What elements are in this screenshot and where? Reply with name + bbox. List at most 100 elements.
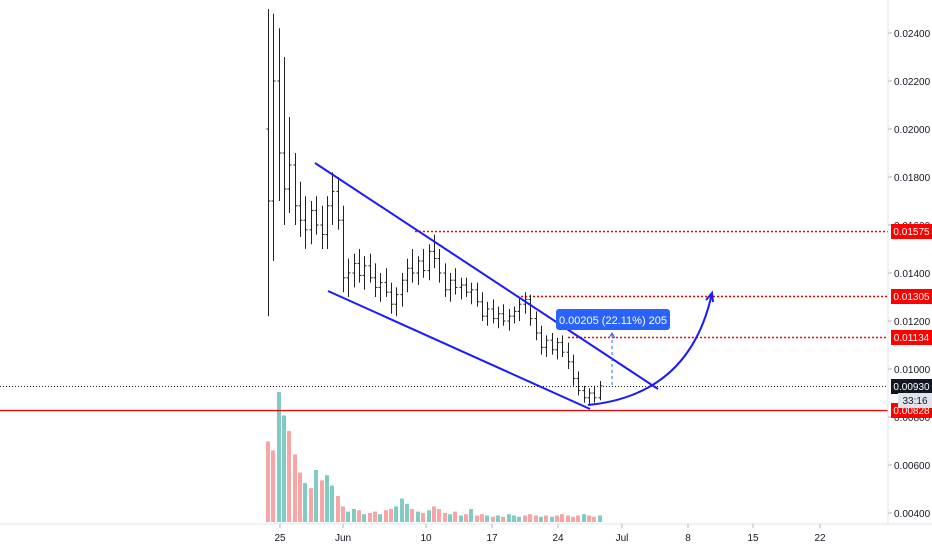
volume-bar bbox=[517, 516, 521, 522]
volume-bar bbox=[266, 441, 270, 522]
measure-label-box bbox=[556, 309, 670, 330]
forecast-arc[interactable] bbox=[587, 292, 713, 406]
channel-upper-line[interactable] bbox=[314, 162, 659, 390]
candle bbox=[555, 337, 560, 360]
volume-bar bbox=[539, 516, 543, 522]
candle bbox=[496, 306, 501, 329]
candle bbox=[485, 301, 490, 326]
candle bbox=[491, 299, 496, 324]
volume-bar bbox=[560, 514, 564, 522]
candle bbox=[421, 249, 426, 278]
time-tick-label: 24 bbox=[552, 533, 564, 544]
candle bbox=[437, 249, 442, 283]
drawings bbox=[314, 162, 714, 410]
volume-bar bbox=[566, 515, 570, 522]
candle bbox=[571, 354, 576, 386]
volume-bar bbox=[496, 515, 500, 522]
volume-bar bbox=[298, 472, 302, 522]
volume-bar bbox=[368, 512, 372, 522]
candle bbox=[544, 335, 549, 357]
candle bbox=[271, 13, 276, 261]
candle bbox=[576, 371, 581, 396]
price-label-text: 0.00828 bbox=[893, 406, 930, 417]
candle bbox=[410, 249, 415, 283]
candle bbox=[405, 258, 410, 293]
volume-bar bbox=[582, 514, 586, 522]
volume-bar bbox=[282, 415, 286, 522]
candle bbox=[293, 153, 298, 225]
volume-bar bbox=[469, 509, 473, 522]
candle bbox=[416, 256, 421, 285]
volume-bar bbox=[459, 515, 463, 522]
volume-bar bbox=[287, 431, 291, 522]
time-tick-label: Jun bbox=[335, 533, 351, 544]
candle bbox=[550, 333, 555, 355]
volume-bar bbox=[320, 480, 324, 522]
candle bbox=[566, 342, 571, 369]
measure-tool[interactable]: 0.00205 (22.11%) 205 bbox=[556, 309, 670, 330]
volume-bar bbox=[309, 488, 313, 522]
candle bbox=[384, 268, 389, 297]
volume-bar bbox=[576, 515, 580, 522]
candle bbox=[352, 253, 357, 288]
price-label-box bbox=[891, 289, 932, 304]
candle bbox=[598, 381, 603, 401]
volume-bar bbox=[271, 450, 275, 522]
volume-bar bbox=[277, 392, 281, 522]
volume-bar bbox=[421, 512, 425, 522]
candle bbox=[394, 287, 399, 317]
volume-bar bbox=[389, 509, 393, 522]
volume-bar bbox=[336, 496, 340, 522]
volume-bar bbox=[352, 509, 356, 522]
price-tick-label: 0.02400 bbox=[894, 29, 931, 40]
volume-bar bbox=[384, 510, 388, 522]
candles bbox=[266, 9, 603, 405]
volume-bar bbox=[416, 511, 420, 522]
candle bbox=[469, 282, 474, 305]
candle bbox=[523, 292, 528, 314]
candle bbox=[298, 181, 303, 237]
volume-bar bbox=[571, 516, 575, 522]
volume-bar bbox=[373, 511, 377, 522]
volume-bar bbox=[346, 511, 350, 522]
volume-bar bbox=[448, 514, 452, 522]
candle bbox=[325, 196, 330, 249]
volume-bar bbox=[432, 506, 436, 522]
candle bbox=[427, 244, 432, 281]
candle bbox=[368, 253, 373, 283]
countdown-box bbox=[898, 393, 932, 408]
candle bbox=[320, 205, 325, 249]
volume-bar bbox=[475, 515, 479, 522]
volume-bar bbox=[555, 515, 559, 522]
volume-bar bbox=[410, 509, 414, 522]
channel-lower-line[interactable] bbox=[327, 290, 591, 410]
price-label-text: 0.01134 bbox=[894, 333, 930, 344]
candle bbox=[459, 277, 464, 300]
measure-label: 0.00205 (22.11%) 205 bbox=[559, 315, 667, 327]
candle bbox=[336, 177, 341, 230]
price-tick-label: 0.00600 bbox=[894, 461, 931, 472]
volume-bar bbox=[357, 510, 361, 522]
price-tick-label: 0.02000 bbox=[894, 125, 931, 136]
volume-bar bbox=[598, 515, 602, 522]
time-tick-label: 25 bbox=[274, 533, 286, 544]
price-levels bbox=[0, 230, 888, 412]
volume-bar bbox=[491, 516, 495, 522]
candle bbox=[443, 263, 448, 297]
candle bbox=[475, 282, 480, 307]
price-label-box bbox=[891, 330, 932, 345]
candle bbox=[389, 282, 394, 314]
volume-bar bbox=[528, 514, 532, 522]
price-tick-label: 0.01800 bbox=[894, 173, 931, 184]
time-axis[interactable]: 25 Jun 10 17 24 Jul 8 15 22 bbox=[274, 524, 826, 544]
candle bbox=[512, 306, 517, 324]
volume-bar bbox=[325, 475, 329, 522]
measure-arrow-icon bbox=[608, 332, 616, 339]
price-label-box bbox=[891, 224, 932, 239]
volume-bar bbox=[453, 511, 457, 522]
time-tick-label: 17 bbox=[486, 533, 498, 544]
volume-bar bbox=[341, 506, 345, 522]
candle bbox=[303, 196, 308, 249]
